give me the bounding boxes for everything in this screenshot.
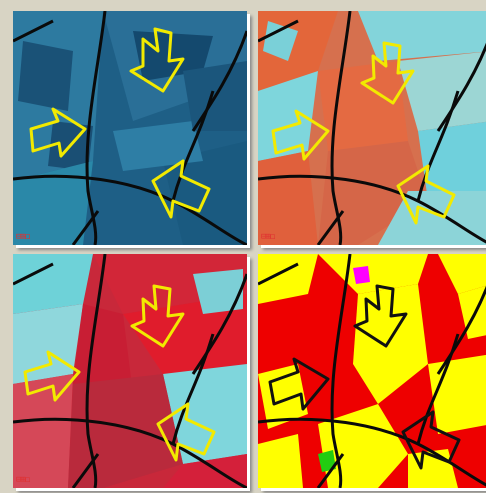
image-panel-bottom-left: ⊟⊞◻ — [13, 254, 247, 488]
image-panel-top-left: ⊟⊞◻ — [13, 11, 247, 245]
classification-map — [258, 254, 486, 488]
image-panel-top-right: ⊟⊞◻ — [258, 11, 486, 245]
satellite-image-blue — [13, 11, 247, 245]
image-panel-bottom-right — [258, 254, 486, 488]
small-grid-icon: ⊟⊞◻ — [16, 475, 30, 485]
satellite-image-red-cyan-1 — [258, 11, 486, 245]
small-grid-icon: ⊟⊞◻ — [261, 232, 275, 242]
small-grid-icon: ⊟⊞◻ — [16, 232, 30, 242]
satellite-image-red-cyan-2 — [13, 254, 247, 488]
